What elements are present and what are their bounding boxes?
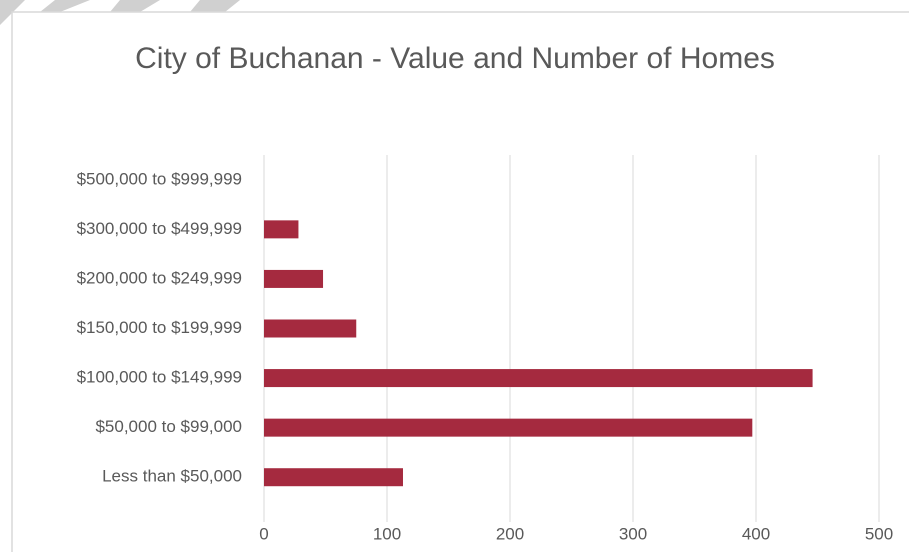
y-tick-label: $200,000 to $249,999	[77, 268, 242, 287]
x-tick-label: 200	[496, 524, 524, 543]
bar	[264, 319, 357, 338]
x-tick-label: 100	[373, 524, 401, 543]
decoration	[40, 0, 90, 12]
bar	[264, 269, 324, 288]
y-tick-label: $500,000 to $999,999	[77, 169, 242, 188]
y-tick-label: $50,000 to $99,000	[95, 417, 242, 436]
decoration	[110, 0, 160, 12]
bar	[264, 418, 753, 437]
x-tick-label: 300	[619, 524, 647, 543]
bar	[264, 369, 813, 388]
y-tick-label: $300,000 to $499,999	[77, 219, 242, 238]
y-tick-label: $150,000 to $199,999	[77, 318, 242, 337]
y-tick-label: $100,000 to $149,999	[77, 368, 242, 387]
decoration	[190, 0, 240, 12]
x-tick-label: 400	[742, 524, 770, 543]
x-tick-label: 500	[865, 524, 893, 543]
bar	[264, 468, 403, 487]
y-tick-label: Less than $50,000	[102, 467, 242, 486]
bar	[264, 220, 299, 239]
chart-border	[11, 11, 909, 552]
x-tick-label: 0	[259, 524, 268, 543]
chart-title: City of Buchanan - Value and Number of H…	[135, 42, 775, 75]
